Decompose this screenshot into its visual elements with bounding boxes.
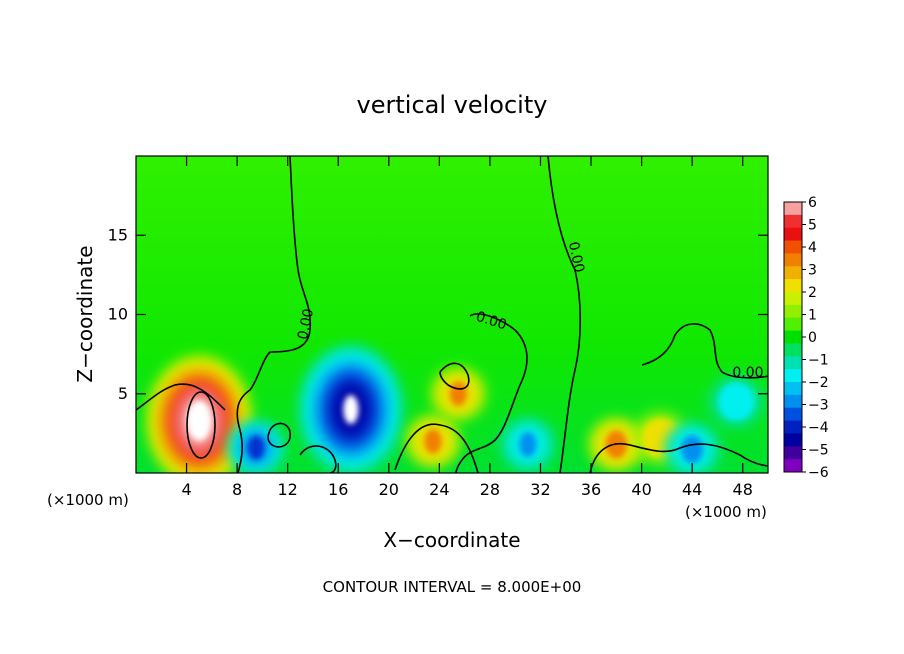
colorbar-swatch-3 [784, 240, 802, 254]
colorbar-swatch-8 [784, 304, 802, 319]
zero-contour-10 [589, 443, 768, 473]
field-level-0-5 [186, 400, 212, 441]
y-axis-label: Z−coordinate [73, 245, 97, 382]
contour-label-3: 0.00 [732, 365, 763, 381]
x-axis: 4 8 12 16 20 24 28 32 36 40 44 48 [181, 156, 753, 499]
zero-contour-4 [641, 323, 768, 379]
zero-contour-3 [455, 313, 528, 473]
colorbar-swatch-10 [784, 330, 802, 344]
contour-label-0: 0.00 [295, 307, 317, 341]
x-tick-label-0: 4 [181, 480, 191, 499]
zero-contour-9 [394, 423, 479, 473]
colorbar-tick-label-1: 5 [808, 218, 817, 234]
zero-contour-1 [236, 156, 312, 473]
colorbar: 6 5 4 3 2 1 0 −1 −2 −3 −4 −5 −6 [783, 195, 829, 481]
colorbar-swatch-4 [784, 253, 802, 267]
field-feature-updraft-0 [147, 355, 252, 473]
contours [136, 156, 768, 473]
field-feature-downdraft-1 [299, 345, 403, 473]
colorbar-tick-label-9: −3 [808, 398, 829, 414]
colorbar-tick-label-0: 6 [808, 195, 817, 211]
x-axis-label: X−coordinate [383, 528, 520, 552]
y-tick-label-2: 15 [108, 225, 128, 244]
colorbar-tick-label-8: −2 [808, 375, 829, 391]
contour-interval-note: CONTOUR INTERVAL = 8.000E+00 [323, 578, 582, 596]
colorbar-swatch-14 [784, 382, 802, 396]
chart-title: vertical velocity [357, 91, 548, 119]
colorbar-swatch-13 [784, 369, 802, 383]
colorbar-tick-label-6: 0 [808, 330, 817, 346]
field-feature-updraft-2 [431, 368, 485, 420]
colorbar-tick-label-10: −4 [808, 420, 829, 436]
x-tick-label-2: 12 [278, 480, 298, 499]
colorbar-tick-label-2: 4 [808, 240, 817, 256]
field-blobs [147, 345, 763, 473]
field-level-1-5 [343, 395, 359, 425]
field-level-7-2 [519, 432, 537, 457]
colorbar-swatch-19 [784, 446, 802, 460]
zero-contour-5 [136, 383, 226, 411]
colorbar-swatch-18 [784, 433, 802, 447]
zero-contour-6 [439, 362, 470, 390]
x-tick-label-3: 16 [328, 480, 348, 499]
colorbar-swatch-7 [784, 292, 802, 306]
field-feature-downdraft-6 [228, 421, 284, 473]
colorbar-tick-label-12: −6 [808, 465, 829, 481]
y-axis: 5 10 15 [108, 225, 768, 403]
x-tick-label-8: 36 [581, 480, 601, 499]
x-tick-label-9: 40 [631, 480, 651, 499]
x-tick-label-7: 32 [530, 480, 550, 499]
updraft-core-contour [186, 391, 216, 459]
field-level-3-2 [424, 429, 442, 454]
colorbar-swatch-9 [784, 317, 802, 332]
x-tick-label-10: 44 [682, 480, 702, 499]
x-tick-label-1: 8 [232, 480, 242, 499]
x-tick-label-5: 24 [429, 480, 449, 499]
colorbar-tick-label-3: 3 [808, 263, 817, 279]
x-tick-label-11: 48 [733, 480, 753, 499]
field-level-8-2 [681, 435, 704, 464]
colorbar-swatch-20 [784, 459, 802, 473]
y-tick-label-0: 5 [118, 384, 128, 403]
colorbar-tick-label-7: −1 [808, 353, 829, 369]
field-feature-downdraft-8 [665, 423, 720, 473]
contour-label-1: 0.00 [565, 240, 587, 274]
plot-area: 0.000.000.000.00 [136, 156, 768, 473]
colorbar-swatch-1 [784, 214, 802, 229]
colorbar-tick-label-5: 1 [808, 308, 817, 324]
colorbar-tick-label-11: −5 [808, 443, 829, 459]
zero-contour-8 [299, 445, 337, 473]
x-unit-left: (×1000 m) [47, 491, 129, 509]
x-unit-right: (×1000 m) [685, 503, 767, 521]
x-tick-label-6: 28 [480, 480, 500, 499]
x-tick-label-4: 20 [379, 480, 399, 499]
zero-contour-7 [267, 422, 291, 448]
field-feature-downdraft-7 [501, 419, 555, 470]
colorbar-swatch-16 [784, 407, 802, 422]
field-feature-downdraft-9 [710, 376, 763, 427]
colorbar-swatch-5 [784, 266, 802, 280]
colorbar-swatch-12 [784, 356, 802, 370]
field-level-6-3 [247, 435, 265, 460]
colorbar-swatch-15 [784, 394, 802, 409]
field-level-9-1 [718, 382, 755, 421]
colorbar-swatch-2 [784, 227, 802, 242]
colorbar-swatch-6 [784, 279, 802, 293]
colorbar-tick-label-4: 2 [808, 285, 817, 301]
colorbar-swatch-17 [784, 420, 802, 434]
colorbar-swatch-11 [784, 343, 802, 357]
y-tick-label-1: 10 [108, 305, 128, 324]
field-level-2-2 [449, 381, 467, 407]
zero-contour-2 [547, 156, 582, 473]
colorbar-swatch-0 [784, 202, 802, 216]
